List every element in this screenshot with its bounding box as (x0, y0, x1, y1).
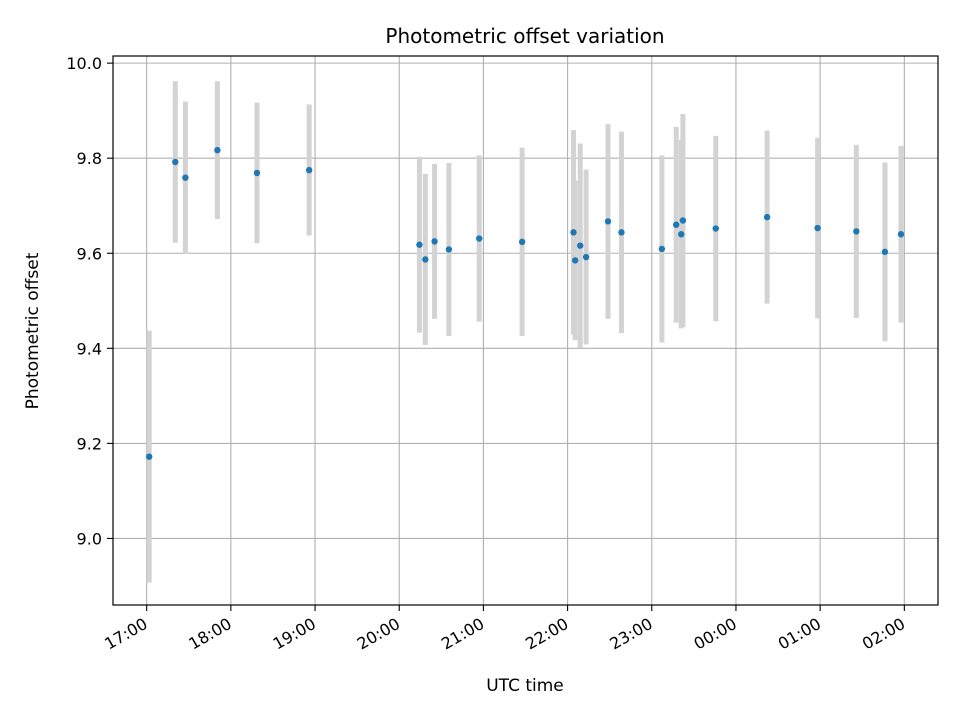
data-point (604, 218, 612, 225)
data-point (897, 231, 905, 238)
y-tick-label: 9.2 (77, 434, 102, 453)
data-point (305, 166, 313, 174)
data-point (571, 257, 579, 264)
data-point (814, 224, 821, 232)
data-point (182, 174, 189, 181)
data-point (678, 231, 685, 238)
data-point (172, 158, 179, 166)
data-point (445, 246, 453, 253)
data-point (416, 241, 423, 248)
data-point (253, 169, 261, 177)
data-point (214, 146, 221, 154)
data-point (475, 235, 483, 242)
data-point (672, 221, 680, 228)
data-point (518, 238, 526, 246)
x-axis-label: UTC time (486, 676, 564, 696)
data-point (853, 228, 860, 235)
data-point (145, 453, 153, 460)
data-point (431, 238, 438, 245)
chart-title: Photometric offset variation (385, 24, 664, 48)
data-point (582, 253, 590, 261)
y-tick-label: 10.0 (66, 54, 102, 73)
y-tick-label: 9.4 (77, 339, 102, 358)
data-point (570, 229, 577, 236)
data-point (712, 225, 719, 232)
grid-layer (113, 56, 938, 605)
point-layer (145, 146, 905, 460)
data-point (679, 217, 687, 224)
y-tick-label: 9.0 (77, 529, 102, 548)
data-point (658, 245, 666, 253)
plot-frame (112, 55, 939, 606)
data-point (618, 229, 625, 236)
data-point (881, 248, 889, 256)
y-tick-label: 9.6 (77, 244, 102, 263)
y-tick-label: 9.8 (77, 149, 102, 168)
data-point (422, 256, 429, 263)
data-point (763, 213, 771, 221)
data-point (577, 242, 584, 249)
y-axis-label: Photometric offset (23, 252, 43, 409)
